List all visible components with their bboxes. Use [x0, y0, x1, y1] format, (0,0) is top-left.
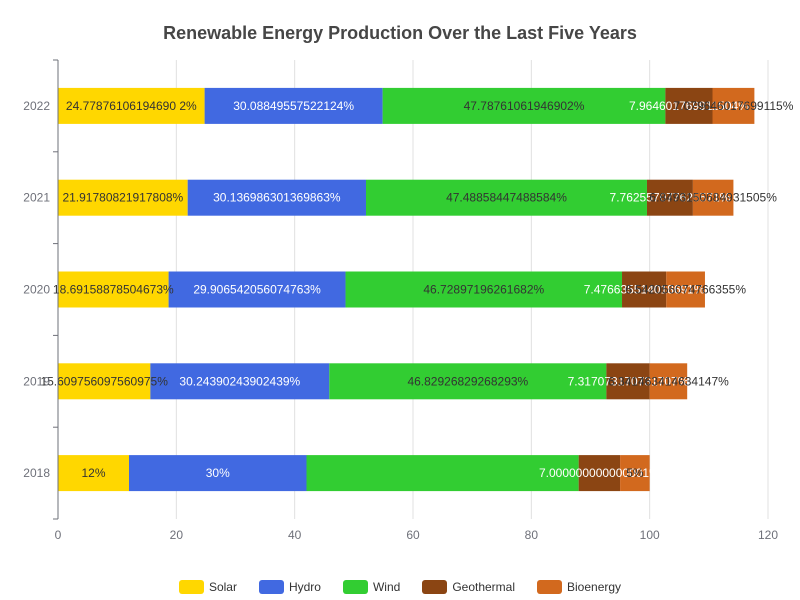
data-label: 30% — [206, 466, 230, 480]
legend-label: Wind — [372, 580, 401, 594]
x-tick-label: 0 — [55, 528, 62, 542]
bar-wind-2020 — [345, 271, 623, 308]
bar-hydro-2020 — [168, 271, 346, 308]
x-tick-label: 80 — [525, 528, 539, 542]
legend-label: Bioenergy — [567, 580, 622, 594]
bar-wind-2021 — [365, 179, 647, 216]
bar-geothermal-2018 — [578, 455, 621, 492]
legend-swatch — [178, 580, 204, 594]
legend-item-wind[interactable]: Wind — [342, 580, 401, 594]
legend-label: Geothermal — [452, 580, 516, 594]
x-tick-label: 100 — [640, 528, 660, 542]
bar-geothermal-2020 — [622, 271, 667, 308]
data-label: 47.48858447488584% — [446, 191, 567, 205]
data-label: 6.341463414634147% — [608, 374, 729, 388]
y-tick-label: 2022 — [23, 99, 50, 113]
bar-solar-2021 — [58, 179, 188, 216]
bar-wind-2019 — [329, 363, 607, 400]
data-label: 7.000000000000001% — [539, 466, 660, 480]
data-label: 7.476635514018691% — [584, 283, 705, 297]
data-label: 30.24390243902439% — [179, 374, 300, 388]
data-label: 24.77876106194690 2% — [66, 99, 197, 113]
legend-swatch — [537, 580, 563, 594]
bar-bioenergy-2021 — [692, 179, 734, 216]
data-labels: 12% 15.609756097560975% 18.69158878504673%… — [40, 99, 793, 480]
bar-solar-2019 — [58, 363, 151, 400]
legend-item-hydro[interactable]: Hydro — [258, 580, 321, 594]
data-label: 7.079646017699115% — [673, 99, 793, 113]
data-label: 46.82926829268293% — [407, 374, 528, 388]
bar-wind-2018 — [306, 455, 579, 492]
y-tick-label: 2018 — [23, 466, 50, 480]
data-label: 6.8493150684931505% — [649, 191, 777, 205]
bar-bioenergy-2019 — [649, 363, 688, 400]
legend: Solar Hydro Wind Geothermal Bioenergy — [0, 576, 800, 598]
data-label: 46.72897196261682% — [423, 283, 544, 297]
bar-hydro-2021 — [187, 179, 366, 216]
bar-solar-2020 — [58, 271, 169, 308]
data-label: 6.542056074766355% — [625, 283, 746, 297]
data-label: 30.136986301369863% — [213, 191, 341, 205]
data-label: 7.964601769911504% — [629, 99, 749, 113]
data-label: 21.91780821917808% — [62, 191, 183, 205]
legend-label: Hydro — [288, 580, 321, 594]
bar-hydro-2022 — [204, 87, 383, 124]
legend-item-solar[interactable]: Solar — [178, 580, 237, 594]
data-label: 15.609756097560975% — [40, 374, 168, 388]
data-label: 18.69158878504673% — [53, 283, 174, 297]
axes: 0 20 40 60 80 100 120 2018 2019 2020 2021 2022 — [23, 59, 778, 542]
bar-bioenergy-2022 — [712, 87, 755, 124]
x-tick-label: 40 — [288, 528, 302, 542]
bar-geothermal-2021 — [646, 179, 693, 216]
legend-item-bioenergy[interactable]: Bioenergy — [537, 580, 621, 594]
data-label: 29.906542056074763% — [193, 283, 321, 297]
bar-wind-2022 — [382, 87, 666, 124]
legend-item-geothermal[interactable]: Geothermal — [422, 580, 515, 594]
data-label: 30.08849557522124% — [233, 99, 354, 113]
y-tick-label: 2020 — [23, 283, 50, 297]
bar-hydro-2018 — [129, 455, 307, 492]
data-label: 5% — [626, 466, 644, 480]
y-tick-label: 2021 — [23, 191, 50, 205]
bar-geothermal-2022 — [665, 87, 713, 124]
x-tick-label: 120 — [758, 528, 778, 542]
legend-swatch — [342, 580, 368, 594]
bar-bioenergy-2020 — [666, 271, 705, 308]
chart-title: Renewable Energy Production Over the Las… — [163, 23, 637, 43]
data-label: 7.762557077625571% — [610, 191, 731, 205]
data-label: 12% — [81, 466, 105, 480]
x-tick-label: 20 — [170, 528, 184, 542]
data-label: 7.317073170731707% — [568, 374, 689, 388]
bar-geothermal-2019 — [606, 363, 650, 400]
bars — [58, 87, 755, 492]
data-label: 47.78761061946902% — [464, 99, 585, 113]
legend-swatch — [422, 580, 448, 594]
y-tick-label: 2019 — [23, 374, 50, 388]
bar-solar-2022 — [58, 87, 205, 124]
bar-bioenergy-2018 — [620, 455, 650, 492]
legend-label: Solar — [208, 580, 237, 594]
x-tick-label: 60 — [406, 528, 420, 542]
bar-solar-2018 — [58, 455, 129, 492]
legend-swatch — [258, 580, 284, 594]
bar-hydro-2019 — [150, 363, 330, 400]
